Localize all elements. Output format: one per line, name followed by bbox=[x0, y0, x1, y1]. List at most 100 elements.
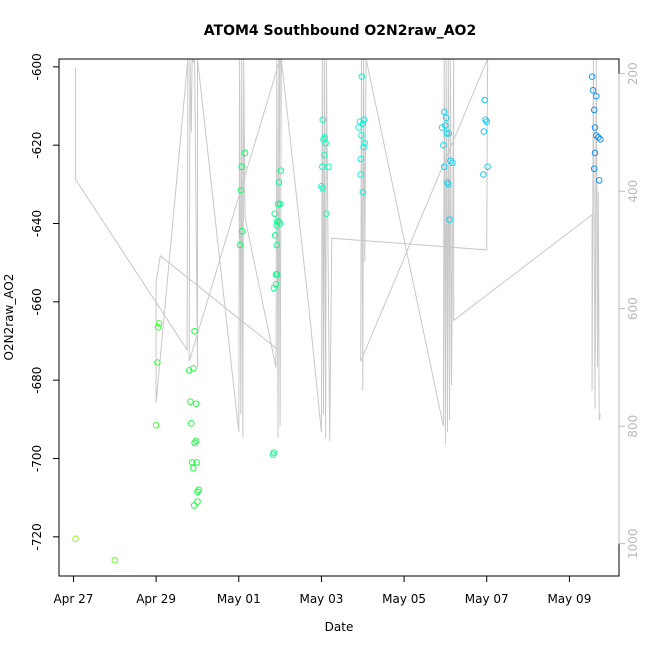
y2-tick-label: 1000 bbox=[626, 528, 640, 559]
data-point bbox=[190, 365, 197, 372]
y-tick-label: -640 bbox=[30, 210, 44, 237]
x-tick-label: May 05 bbox=[382, 592, 426, 606]
data-point bbox=[237, 186, 245, 194]
data-point bbox=[271, 210, 278, 217]
y2-tick-label: 200 bbox=[626, 62, 640, 85]
data-point bbox=[359, 120, 367, 127]
series-points bbox=[72, 73, 604, 564]
data-point bbox=[595, 177, 603, 184]
data-point bbox=[438, 124, 446, 131]
data-point bbox=[361, 139, 369, 147]
data-point bbox=[241, 149, 249, 157]
data-point bbox=[193, 459, 200, 466]
data-point bbox=[273, 222, 281, 229]
data-point bbox=[357, 155, 364, 163]
data-point bbox=[191, 439, 198, 447]
x-axis-label: Date bbox=[325, 620, 354, 634]
data-point bbox=[194, 498, 201, 505]
series-line-path bbox=[75, 58, 601, 444]
data-point bbox=[319, 163, 326, 170]
x-tick-label: May 09 bbox=[547, 592, 591, 606]
y-tick-label: -700 bbox=[30, 445, 44, 472]
data-point bbox=[270, 449, 278, 456]
data-point bbox=[190, 502, 198, 509]
data-point bbox=[591, 124, 599, 131]
data-point bbox=[155, 320, 163, 327]
y-axis-label: O2N2raw_AO2 bbox=[2, 274, 16, 361]
data-point bbox=[480, 171, 487, 178]
data-point bbox=[185, 367, 193, 374]
data-point bbox=[593, 132, 600, 139]
y2-tick-label: 800 bbox=[626, 415, 640, 438]
data-point bbox=[355, 124, 362, 131]
data-point bbox=[188, 420, 195, 427]
data-point bbox=[272, 280, 280, 288]
data-point bbox=[154, 324, 162, 331]
data-point bbox=[484, 163, 491, 170]
data-point bbox=[323, 210, 330, 217]
data-point bbox=[589, 87, 597, 94]
data-point bbox=[238, 228, 246, 235]
data-point bbox=[238, 163, 245, 170]
y-tick-label: -680 bbox=[30, 367, 44, 394]
data-point bbox=[190, 465, 197, 472]
data-point bbox=[590, 165, 598, 172]
data-point bbox=[442, 122, 449, 129]
data-point bbox=[276, 220, 284, 227]
y-axis: -600 -620 -640 -660 -680 -700 -720 bbox=[30, 53, 60, 550]
data-point bbox=[325, 163, 332, 170]
data-point bbox=[72, 535, 79, 543]
data-point bbox=[483, 118, 490, 125]
x-tick-label: May 01 bbox=[217, 592, 261, 606]
data-point bbox=[359, 188, 367, 196]
data-point bbox=[192, 437, 200, 445]
data-point bbox=[276, 200, 284, 208]
data-point bbox=[321, 151, 328, 159]
data-point bbox=[445, 130, 452, 137]
data-point bbox=[358, 132, 365, 139]
data-point bbox=[188, 459, 196, 466]
data-point bbox=[275, 179, 283, 186]
y2-tick-label: 600 bbox=[626, 297, 640, 320]
y-tick-label: -620 bbox=[30, 132, 44, 159]
data-point bbox=[236, 241, 244, 249]
x-tick-label: Apr 27 bbox=[54, 592, 94, 606]
data-point bbox=[270, 284, 278, 292]
data-point bbox=[480, 128, 488, 135]
y2-axis: 200 400 600 800 1000 bbox=[618, 62, 640, 559]
data-point bbox=[357, 171, 364, 178]
x-tick-label: Apr 29 bbox=[136, 592, 176, 606]
data-point bbox=[591, 149, 599, 157]
data-point bbox=[595, 134, 602, 141]
data-point bbox=[152, 421, 160, 429]
data-point bbox=[319, 185, 326, 192]
y2-tick-label: 400 bbox=[626, 180, 640, 203]
data-point bbox=[449, 159, 456, 167]
data-point bbox=[440, 108, 448, 116]
chart-title: ATOM4 Southbound O2N2raw_AO2 bbox=[204, 23, 476, 39]
plot-frame bbox=[58, 58, 620, 577]
data-point bbox=[273, 271, 281, 278]
data-point bbox=[440, 141, 447, 149]
x-tick-label: May 03 bbox=[299, 592, 343, 606]
data-point bbox=[446, 216, 453, 223]
data-point bbox=[597, 136, 604, 143]
data-point bbox=[440, 163, 448, 170]
data-point bbox=[273, 241, 281, 249]
data-point bbox=[319, 116, 326, 123]
data-point bbox=[443, 130, 450, 137]
data-point bbox=[192, 400, 200, 407]
series-line bbox=[75, 58, 601, 444]
data-point bbox=[274, 200, 282, 208]
data-point bbox=[360, 143, 367, 151]
data-point bbox=[195, 486, 202, 494]
y-tick-label: -660 bbox=[30, 288, 44, 315]
data-point bbox=[590, 106, 598, 114]
data-point bbox=[154, 359, 161, 366]
data-point bbox=[111, 557, 119, 564]
x-axis: Apr 27 Apr 29 May 01 May 03 May 05 May 07 May … bbox=[54, 575, 591, 606]
y-tick-label: -600 bbox=[30, 53, 44, 80]
data-point bbox=[358, 73, 366, 80]
data-point bbox=[322, 139, 329, 147]
x-tick-label: May 07 bbox=[465, 592, 509, 606]
